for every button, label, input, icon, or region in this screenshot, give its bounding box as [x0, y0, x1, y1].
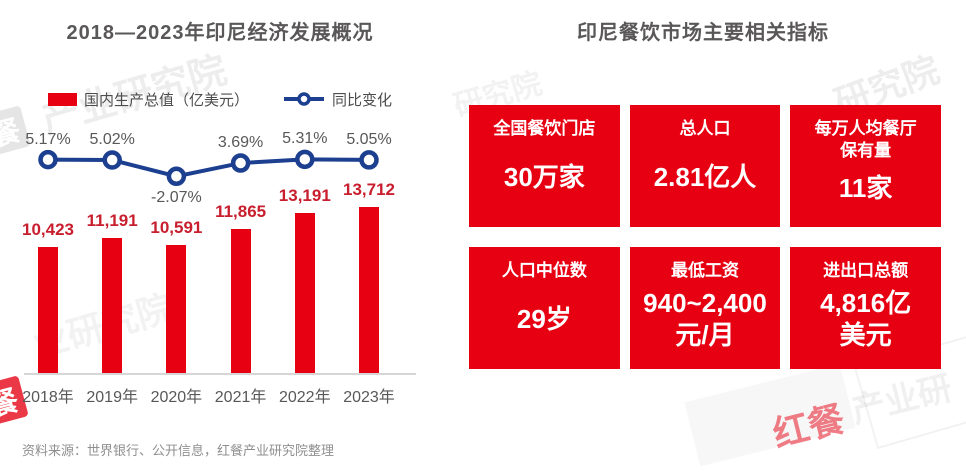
left-chart-title: 2018—2023年印尼经济发展概况 — [66, 22, 374, 44]
gdp-bar — [38, 247, 58, 373]
legend-label-yoy: 同比变化 — [332, 91, 393, 109]
watermark-plate — [684, 364, 855, 467]
watermark-brand-text: 红餐 — [768, 397, 849, 456]
chart-legend: 国内生产总值（亿美元） 同比变化 — [28, 89, 412, 109]
stat-card-label: 全国餐饮门店 — [493, 119, 596, 138]
stat-card-grid: 全国餐饮门店 30万家 总人口 2.81亿人 每万人均餐厅 保有量 11家 人口… — [469, 105, 941, 369]
line-value-label: 5.05% — [346, 130, 392, 148]
stat-card-value: 2.81亿人 — [653, 161, 757, 192]
bar-value-label: 11,191 — [86, 211, 138, 230]
line-marker-icon — [295, 149, 315, 170]
x-axis-label: 2022年 — [278, 389, 331, 406]
gdp-bar — [166, 245, 187, 373]
line-value-label: 5.02% — [89, 131, 135, 148]
watermark-text: 产业研 — [847, 369, 956, 431]
gdp-bar — [359, 207, 379, 373]
line-marker-icon — [38, 149, 58, 170]
stat-card-restaurants-per-10k: 每万人均餐厅 保有量 11家 — [790, 105, 941, 227]
line-marker-icon — [166, 166, 187, 187]
gdp-bar — [294, 213, 315, 373]
line-value-label: -2.07% — [151, 189, 202, 207]
stat-card-label: 进出口总额 — [823, 261, 909, 280]
stat-card-value: 940~2,400 元/月 — [643, 288, 767, 350]
x-axis-label: 2018年 — [22, 389, 74, 406]
stat-card-value: 11家 — [838, 173, 893, 203]
line-value-label: 5.31% — [282, 130, 328, 148]
bar-legend-swatch-icon — [47, 92, 77, 106]
stat-card-median-age: 人口中位数 29岁 — [469, 247, 620, 369]
bar-value-label: 10,591 — [150, 218, 203, 237]
bar-value-label: 13,191 — [278, 186, 331, 205]
stat-card-label: 每万人均餐厅 保有量 — [814, 119, 917, 161]
x-axis-label: 2021年 — [214, 389, 267, 406]
stat-card-value: 30万家 — [503, 161, 585, 192]
stat-card-value: 4,816亿 美元 — [820, 288, 912, 350]
stat-card-label: 人口中位数 — [501, 261, 587, 280]
x-axis-line — [24, 373, 416, 375]
gdp-bar — [230, 229, 251, 373]
x-axis-label: 2023年 — [343, 389, 395, 406]
line-value-label: 5.17% — [25, 130, 71, 148]
stat-card-import-export-total: 进出口总额 4,816亿 美元 — [790, 247, 941, 369]
legend-item-gdp: 国内生产总值（亿美元） — [47, 89, 249, 110]
stat-card-label: 最低工资 — [670, 261, 739, 280]
x-axis-label: 2020年 — [150, 389, 203, 406]
stat-card-value: 29岁 — [516, 303, 572, 334]
legend-label-gdp: 国内生产总值（亿美元） — [83, 91, 249, 109]
legend-item-yoy: 同比变化 — [283, 89, 392, 110]
gdp-yoy-combo-chart: 10,423 2018年 5.17% 11,191 2019年 5.02% 10,591 20… — [22, 125, 416, 415]
stat-card-restaurant-stores: 全国餐饮门店 30万家 — [469, 105, 620, 227]
line-value-label: 3.69% — [217, 134, 264, 152]
yoy-line-series — [38, 149, 379, 187]
stat-card-label: 总人口 — [679, 119, 731, 138]
source-note: 资料来源：世界银行、公开信息，红餐产业研究院整理 — [22, 443, 335, 458]
line-legend-swatch-icon — [284, 92, 324, 106]
x-axis-label: 2019年 — [86, 389, 138, 406]
line-marker-icon — [102, 150, 122, 170]
line-marker-icon — [359, 150, 379, 170]
bar-value-label: 13,712 — [343, 180, 395, 199]
right-panel-title: 印尼餐饮市场主要相关指标 — [577, 22, 829, 44]
line-marker-icon — [230, 153, 251, 173]
stat-card-minimum-wage: 最低工资 940~2,400 元/月 — [629, 247, 781, 369]
stat-card-total-population: 总人口 2.81亿人 — [629, 105, 781, 227]
bar-value-label: 11,865 — [215, 202, 267, 221]
bar-value-label: 10,423 — [22, 220, 74, 239]
gdp-bar — [102, 238, 123, 373]
